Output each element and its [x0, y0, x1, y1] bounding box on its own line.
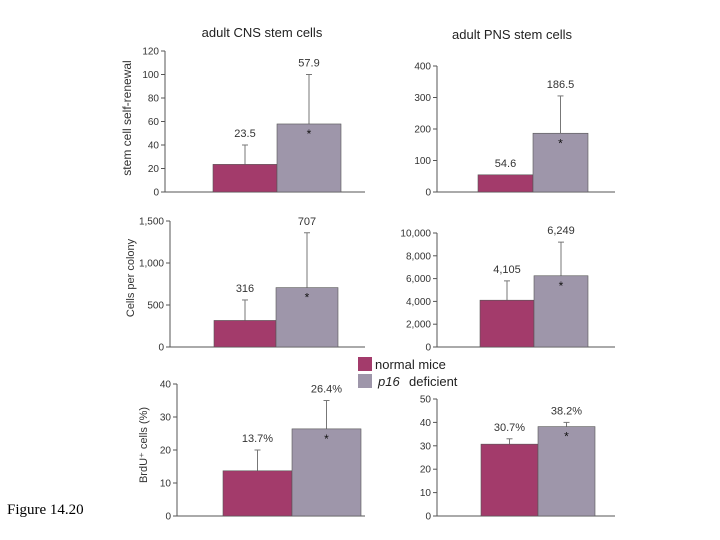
bar-p16-deficient	[275, 287, 339, 348]
y-tick-label: 500	[147, 301, 164, 312]
y-tick-label: 10,000	[400, 229, 431, 240]
data-label: 4,105	[493, 264, 521, 276]
significance-marker: *	[564, 430, 569, 444]
bar-normal-mice	[222, 470, 293, 517]
data-label: 54.6	[495, 158, 516, 170]
bar-p16-deficient	[532, 132, 589, 193]
chart-panel-1: 0 20 40 60 80 100 120 23.5 57.9 *	[142, 47, 365, 199]
y-tick-label: 0	[425, 512, 431, 523]
y-tick-label: 80	[148, 94, 160, 105]
data-label: 707	[298, 216, 316, 228]
bar-p16-deficient	[291, 428, 362, 517]
legend-swatch-normal	[358, 357, 372, 371]
chart-panel-3: 0 500 1,000 1,500 316 707 *	[139, 216, 365, 354]
y-tick-label: 400	[414, 62, 431, 73]
chart-panel-4: 0 2,000 4,000 6,000 8,000 10,000 4,105 6,249 *	[400, 225, 615, 354]
y-tick-label: 100	[142, 70, 159, 81]
legend-prefix-p16: p16	[377, 374, 400, 389]
y-tick-label: 0	[425, 188, 431, 199]
data-label: 38.2%	[551, 405, 582, 417]
y-tick-label: 8,000	[406, 251, 431, 262]
y-tick-label: 100	[414, 156, 431, 167]
data-label: 57.9	[298, 58, 319, 70]
significance-marker: *	[558, 136, 563, 150]
data-label: 26.4%	[311, 384, 342, 396]
y-tick-label: 300	[414, 93, 431, 104]
significance-marker: *	[307, 127, 312, 141]
y-tick-label: 20	[148, 164, 160, 175]
legend-swatch-deficient	[358, 374, 372, 388]
row-ylabel-self-renewal: stem cell self-renewal	[120, 60, 134, 175]
y-tick-label: 10	[160, 479, 172, 490]
significance-marker: *	[305, 291, 310, 305]
significance-marker: *	[324, 432, 329, 446]
data-label: 23.5	[234, 128, 255, 140]
data-label: 186.5	[547, 79, 575, 91]
y-tick-label: 10	[420, 488, 432, 499]
bar-normal-mice	[477, 174, 534, 193]
data-label: 13.7%	[242, 433, 273, 445]
y-tick-label: 60	[148, 117, 160, 128]
chart-panel-5: 0 10 20 30 40 13.7% 26.4% *	[160, 380, 365, 523]
y-tick-label: 4,000	[406, 297, 431, 308]
data-label: 316	[236, 283, 254, 295]
legend: normal mice p16 deficient	[358, 357, 458, 389]
y-tick-label: 0	[158, 343, 164, 354]
legend-label-deficient: deficient	[409, 374, 458, 389]
legend-label-normal: normal mice	[375, 357, 446, 372]
data-label: 6,249	[547, 225, 575, 237]
bar-normal-mice	[480, 443, 539, 517]
y-tick-label: 2,000	[406, 320, 431, 331]
bar-p16-deficient	[276, 123, 342, 193]
figure-label: Figure 14.20	[7, 502, 84, 518]
column-title-cns: adult CNS stem cells	[202, 25, 323, 40]
y-tick-label: 30	[420, 441, 432, 452]
y-tick-label: 1,000	[139, 259, 164, 270]
row-ylabel-brdu: BrdU⁺ cells (%)	[138, 407, 150, 483]
y-tick-label: 200	[414, 125, 431, 136]
y-tick-label: 120	[142, 47, 159, 58]
y-tick-label: 0	[153, 188, 159, 199]
data-label: 30.7%	[494, 422, 525, 434]
y-tick-label: 0	[425, 343, 431, 354]
bar-normal-mice	[479, 299, 535, 348]
y-tick-label: 40	[420, 418, 432, 429]
y-tick-label: 30	[160, 413, 172, 424]
bar-p16-deficient	[537, 426, 596, 517]
y-tick-label: 0	[165, 512, 171, 523]
bar-normal-mice	[213, 320, 277, 348]
chart-panels: 02040608010012023.557.9*010020030040054.…	[139, 47, 615, 523]
y-tick-label: 40	[148, 141, 160, 152]
row-ylabel-cells-per-colony: Cells per colony	[125, 238, 137, 317]
y-tick-label: 40	[160, 380, 172, 391]
y-tick-label: 20	[420, 465, 432, 476]
bar-normal-mice	[212, 164, 278, 193]
column-title-pns: adult PNS stem cells	[452, 27, 572, 42]
chart-panel-6: 0 10 20 30 40 50 30.7% 38.2% *	[420, 395, 615, 523]
y-tick-label: 6,000	[406, 274, 431, 285]
y-tick-label: 20	[160, 446, 172, 457]
y-tick-label: 50	[420, 395, 432, 406]
chart-panel-2: 0 100 200 300 400 54.6 186.5 *	[414, 62, 615, 199]
bar-p16-deficient	[533, 275, 589, 348]
significance-marker: *	[559, 279, 564, 293]
y-tick-label: 1,500	[139, 217, 164, 228]
